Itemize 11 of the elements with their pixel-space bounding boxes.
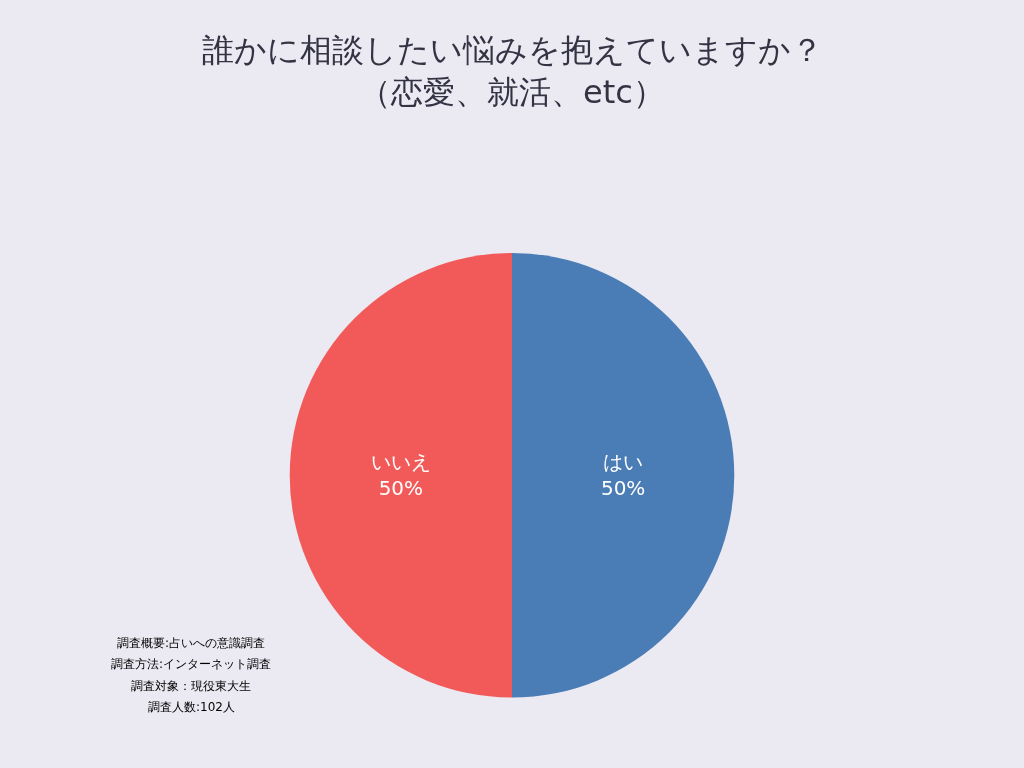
text: 調査人数:102人 [148,700,235,714]
pie-slice [290,252,512,698]
data-label: 50% [378,476,424,501]
text: 調査概要:占いへの意識調査 [117,636,266,650]
text: 調査対象：現役東大生 [131,679,251,693]
slice-label: いいえ [370,450,431,475]
data-label: 50% [600,476,646,501]
pie-slice [512,252,734,698]
slice-label: はい [603,450,644,475]
text: 調査方法:インターネット調査 [111,657,272,671]
chart-title: 誰かに相談したい悩みを抱えていますか？（恋愛、就活、etc） [201,31,823,112]
